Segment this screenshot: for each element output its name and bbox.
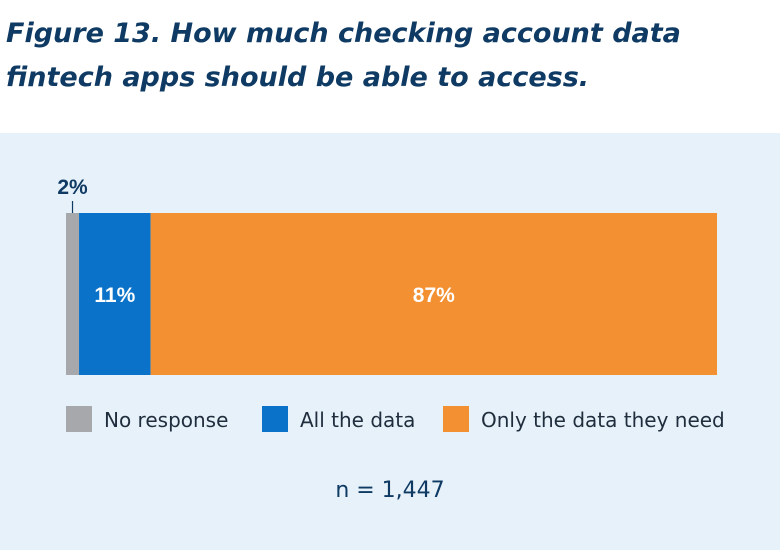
legend-label-no-response: No response [104, 408, 228, 432]
legend-item-all-the-data: All the data [262, 406, 415, 432]
data-label-no-response: 2% [57, 176, 88, 199]
legend-item-no-response: No response [66, 406, 228, 432]
legend-label-only-the-data-they-need: Only the data they need [481, 408, 725, 432]
figure-title: Figure 13. How much checking account dat… [6, 18, 681, 93]
legend-swatch-all-the-data [262, 406, 288, 432]
legend-swatch-no-response [66, 406, 92, 432]
data-label-all-the-data: 11% [94, 284, 135, 307]
bar-group [66, 213, 717, 375]
sample-size-note: n = 1,447 [335, 478, 445, 503]
chart-panel: 2% 11% 87% No response All the data Only the… [0, 133, 780, 550]
stacked-bar-chart: 2% 11% 87% No response All the data Only the… [57, 176, 725, 432]
legend: No response All the data Only the data the… [66, 406, 725, 432]
bar-segment-only-the-data-they-need [150, 213, 717, 375]
bar-segment-no-response [66, 213, 80, 375]
bar-segment-all-the-data [79, 213, 151, 375]
legend-swatch-only-the-data-they-need [443, 406, 469, 432]
legend-label-all-the-data: All the data [300, 408, 415, 432]
legend-item-only-the-data-they-need: Only the data they need [443, 406, 725, 432]
data-label-group: 2% 11% 87% [57, 176, 455, 307]
data-label-only-the-data-they-need: 87% [413, 284, 455, 307]
